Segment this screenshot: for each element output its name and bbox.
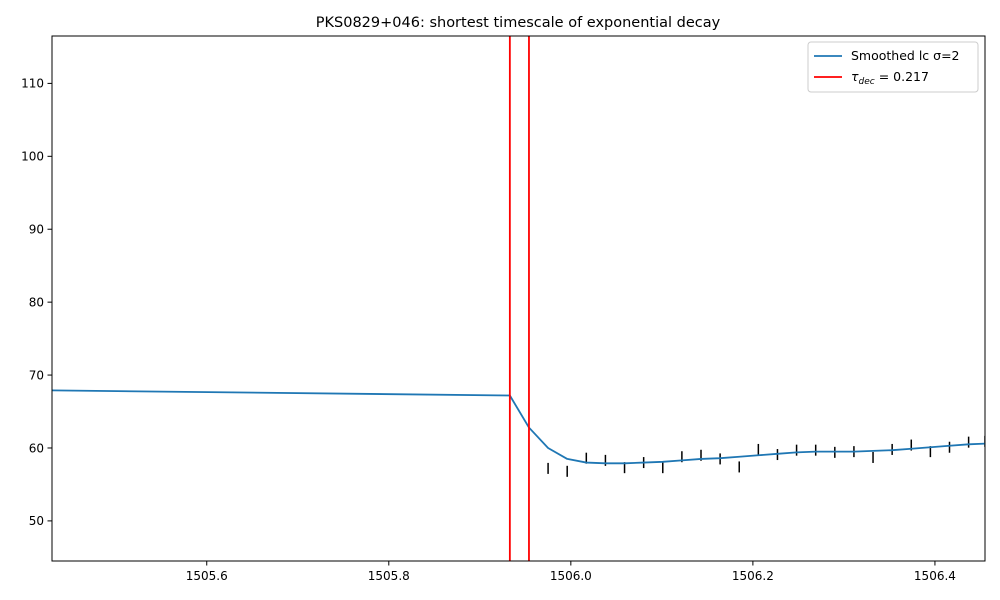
y-tick-label: 60	[29, 441, 44, 455]
y-axis: 50 60 70 80 90 100 110	[21, 77, 52, 528]
series-line-smoothed-lc	[52, 389, 985, 465]
x-tick-label: 1506.4	[914, 569, 956, 583]
x-tick-label: 1505.8	[368, 569, 410, 583]
x-tick-label: 1506.0	[550, 569, 592, 583]
plot-area	[51, 35, 986, 562]
y-tick-label: 50	[29, 514, 44, 528]
legend-tau-symbol: τ	[851, 69, 859, 84]
legend-box	[807, 41, 979, 93]
chart-title: PKS0829+046: shortest timescale of expon…	[316, 15, 721, 31]
y-tick-label: 70	[29, 368, 44, 382]
x-tick-label: 1506.2	[732, 569, 774, 583]
plot-frame	[51, 35, 986, 562]
y-tick-label: 110	[21, 77, 44, 91]
y-tick-label: 100	[21, 150, 44, 164]
y-tick-label: 90	[29, 223, 44, 237]
legend-tau-value: = 0.217	[875, 69, 929, 84]
x-tick-label: 1505.6	[186, 569, 228, 583]
y-tick-label: 80	[29, 295, 44, 309]
legend-tau-subscript: dec	[859, 77, 875, 87]
legend-label-tau-dec: τdec = 0.217	[851, 69, 929, 87]
chart-marks	[52, 36, 985, 561]
x-axis: 1505.6 1505.8 1506.0 1506.2 1506.4	[186, 561, 956, 583]
legend: Smoothed lc σ=2 τdec = 0.217	[807, 41, 979, 93]
legend-label-smoothed-lc: Smoothed lc σ=2	[851, 48, 960, 63]
